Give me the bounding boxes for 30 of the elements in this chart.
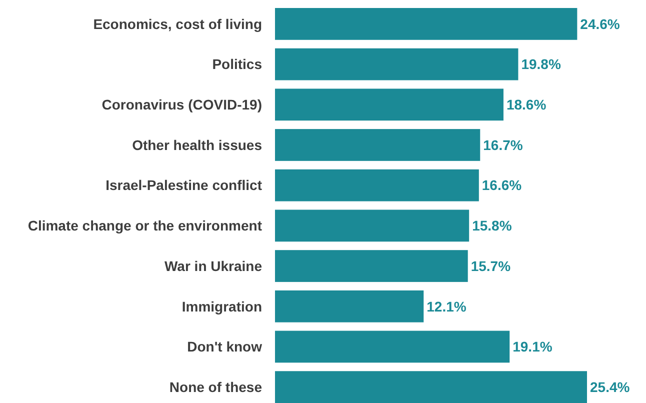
bar (275, 371, 587, 403)
y-tick-label: Politics (212, 56, 262, 72)
bar (275, 88, 504, 121)
y-tick-label: Immigration (182, 298, 262, 314)
bar (275, 129, 480, 161)
y-tick-label: Coronavirus (COVID-19) (102, 96, 262, 113)
bar (275, 48, 518, 80)
y-tick-label: None of these (169, 378, 262, 395)
bar (275, 169, 479, 202)
bar (275, 8, 578, 40)
bar (275, 250, 468, 282)
data-label: 24.6% (580, 16, 620, 32)
bar (275, 290, 424, 322)
y-tick-label: Israel-Palestine conflict (106, 177, 262, 194)
data-label: 15.8% (472, 218, 512, 234)
data-label: 15.7% (470, 258, 512, 274)
y-tick-label: War in Ukraine (164, 258, 262, 274)
data-label: 25.4% (590, 378, 630, 395)
data-label: 16.7% (483, 136, 524, 153)
data-label: 19.1% (512, 338, 553, 355)
y-tick-label: Economics, cost of living (93, 16, 262, 32)
data-label: 19.8% (521, 56, 562, 72)
bar (275, 210, 470, 242)
data-label: 18.6% (506, 96, 547, 113)
y-tick-label: Don't know (187, 338, 262, 355)
bar (275, 330, 510, 363)
data-label: 16.6% (482, 177, 522, 194)
y-tick-label: Other health issues (132, 136, 262, 153)
data-label: 12.1% (426, 298, 467, 314)
y-tick-label: Climate change or the environment (28, 218, 262, 234)
